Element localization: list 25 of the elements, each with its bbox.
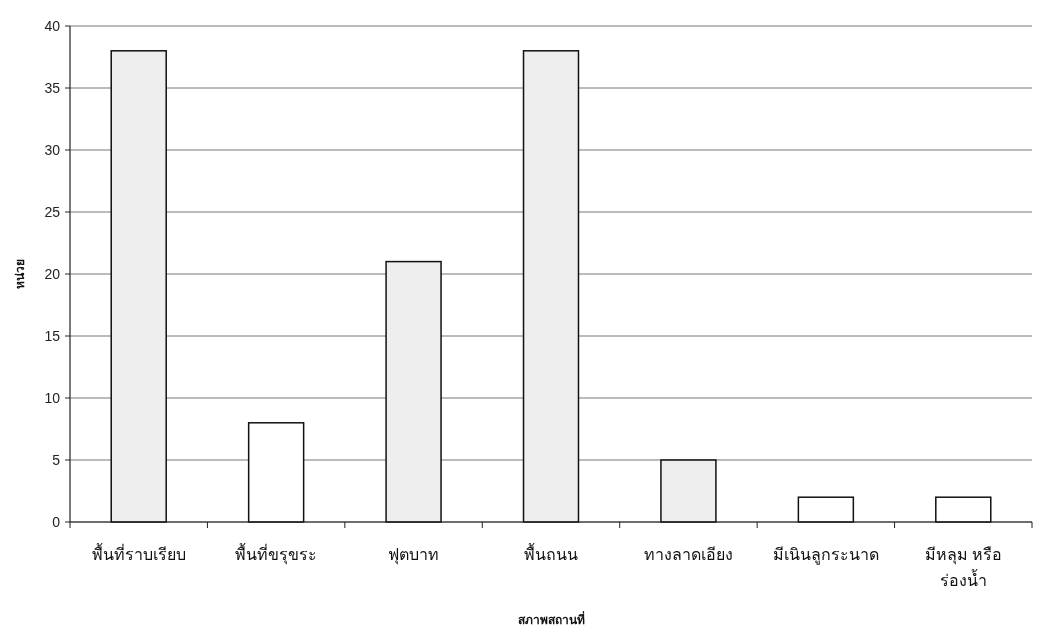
x-tick-label: ฟุตบาท (388, 546, 440, 565)
bar (935, 496, 992, 523)
y-tick-label: 20 (44, 265, 61, 282)
y-tick-label: 5 (52, 451, 61, 468)
x-tick-label: พื้นถนน (524, 543, 578, 563)
y-tick-label: 30 (44, 141, 61, 158)
bar (110, 50, 167, 523)
y-axis-title: หน่วย (13, 259, 27, 289)
bar (247, 422, 305, 523)
x-tick-label: ทางลาดเอียง (643, 546, 733, 563)
bar (385, 260, 442, 523)
bar (660, 459, 717, 523)
y-tick-label: 0 (52, 513, 61, 530)
y-tick-label: 10 (44, 389, 61, 406)
x-tick-label: พื้นที่ขรุขระ (235, 543, 318, 565)
y-tick-label: 25 (44, 203, 61, 220)
x-tick-label: พื้นที่ราบเรียบ (91, 543, 186, 563)
bar (522, 50, 580, 523)
y-tick-label: 15 (44, 327, 61, 344)
x-tick-label: มีเนินลูกระนาด (772, 546, 879, 565)
x-tick-label: มีหลุม หรือ ร่องน้ำ (924, 546, 1003, 589)
y-tick-label: 40 (44, 17, 61, 34)
x-axis-title: สภาพสถานที่ (517, 611, 585, 627)
bar (797, 496, 855, 523)
y-tick-label: 35 (44, 79, 61, 96)
